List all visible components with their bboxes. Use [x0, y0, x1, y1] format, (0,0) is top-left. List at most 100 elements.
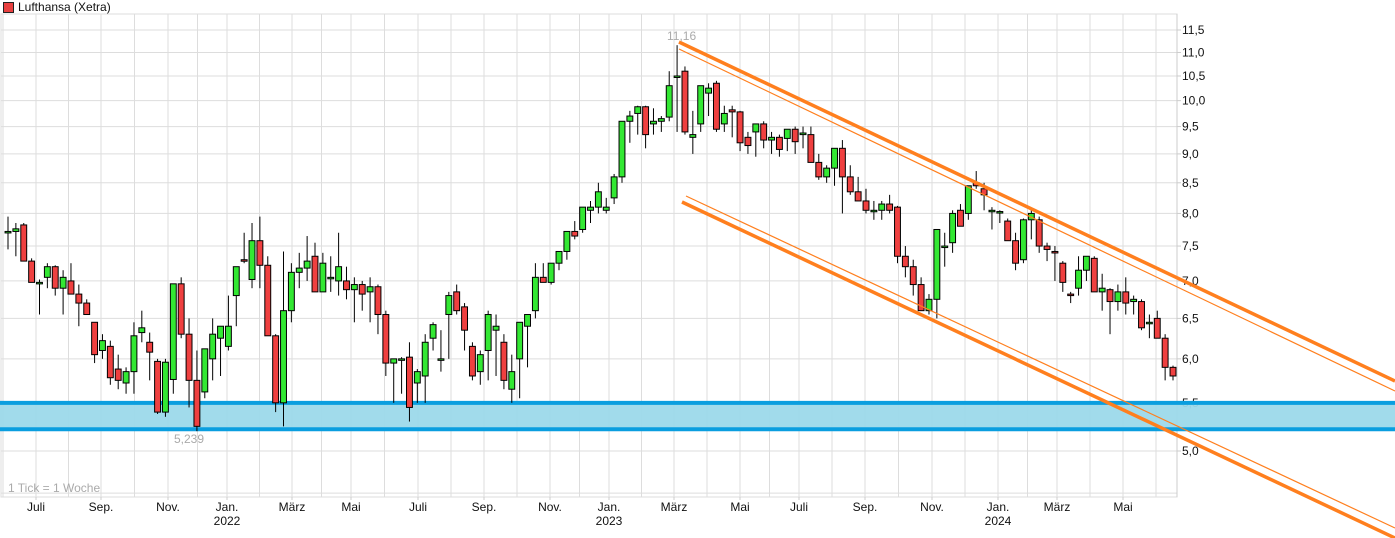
x-tick-label: Jan.	[216, 500, 239, 514]
candle	[83, 299, 91, 316]
candle	[925, 294, 933, 315]
candle-body	[240, 259, 248, 262]
candle	[1027, 210, 1035, 240]
x-tick-label: Nov.	[538, 500, 562, 514]
candle-body	[1075, 269, 1082, 289]
candle-body	[374, 286, 382, 316]
candle-body	[390, 358, 398, 364]
x-tick-label: Sep.	[853, 500, 878, 514]
candle	[807, 126, 815, 163]
candle-body	[917, 284, 925, 312]
candle	[752, 123, 760, 157]
candle	[531, 263, 539, 319]
candle-body	[657, 118, 665, 122]
x-tick-label: März	[661, 500, 688, 514]
candle	[579, 206, 587, 233]
x-tick-label: Mai	[1113, 500, 1132, 514]
candle	[862, 188, 870, 214]
candle	[429, 322, 437, 351]
candles	[4, 45, 1177, 432]
candle	[681, 66, 689, 135]
candle-body	[602, 206, 610, 211]
candle-body	[870, 209, 878, 213]
candle	[1059, 261, 1067, 292]
candle-body	[461, 306, 469, 331]
candle	[217, 325, 224, 376]
candle-body	[901, 255, 909, 268]
candle-body	[1051, 250, 1059, 254]
candle	[901, 246, 909, 278]
candle	[933, 228, 941, 319]
candle-body	[618, 120, 626, 178]
candle	[445, 291, 453, 359]
candle-body	[634, 106, 642, 114]
candle-body	[429, 324, 437, 339]
candle	[366, 277, 374, 323]
candle	[161, 358, 169, 417]
candle-body	[468, 345, 476, 377]
candle	[1138, 299, 1145, 331]
candle-body	[67, 280, 75, 295]
candle	[1019, 218, 1027, 264]
candle	[1043, 242, 1051, 262]
candle-body	[311, 255, 319, 293]
candle	[1012, 232, 1020, 271]
candle	[130, 322, 138, 394]
candle	[1130, 295, 1138, 315]
candle-body	[4, 230, 12, 234]
x-tick-label: März	[279, 500, 306, 514]
candle	[720, 105, 728, 132]
candle-body	[799, 132, 807, 136]
candle-body	[815, 161, 823, 178]
candle-body	[846, 176, 854, 193]
candle-body	[327, 276, 335, 280]
candle	[43, 263, 51, 289]
candle	[492, 314, 500, 376]
y-tick-label: 8,0	[1182, 206, 1199, 220]
candle-body	[12, 228, 20, 232]
candle-body	[382, 314, 390, 364]
candle	[500, 334, 508, 390]
candle-body	[406, 356, 413, 408]
x-tick-label: März	[1044, 500, 1071, 514]
candle-body	[492, 325, 500, 331]
candle	[996, 210, 1004, 224]
candle	[224, 295, 232, 351]
low-annotation: 5,239	[174, 432, 204, 446]
candle-body	[547, 262, 555, 283]
candle-body	[925, 298, 933, 312]
candle	[138, 310, 146, 343]
candle	[421, 334, 429, 403]
candle-body	[1145, 321, 1153, 325]
candle	[185, 318, 193, 408]
candle-body	[1106, 289, 1114, 303]
candle	[146, 332, 154, 381]
candle	[775, 134, 783, 157]
candle	[303, 236, 311, 281]
candle-body	[1098, 287, 1106, 293]
candle	[256, 216, 264, 289]
candle-body	[705, 87, 713, 94]
candle-body	[697, 85, 705, 125]
candle-body	[161, 361, 169, 413]
candle-body	[83, 302, 91, 316]
candle-body	[720, 112, 728, 125]
candle	[1075, 256, 1082, 296]
candle	[697, 85, 705, 132]
candle-body	[1059, 262, 1067, 283]
candle	[114, 354, 122, 390]
candle-body	[295, 267, 303, 273]
candle	[75, 284, 83, 327]
candle-body	[594, 191, 602, 208]
candle-body	[587, 206, 594, 211]
candle-body	[224, 325, 232, 347]
candle	[712, 80, 720, 132]
candle-body	[791, 128, 799, 143]
candle-body	[75, 293, 83, 304]
candle	[20, 223, 28, 262]
candle-body	[1161, 337, 1169, 368]
candle	[917, 277, 925, 312]
candle	[563, 230, 571, 260]
candle-body	[508, 371, 516, 390]
